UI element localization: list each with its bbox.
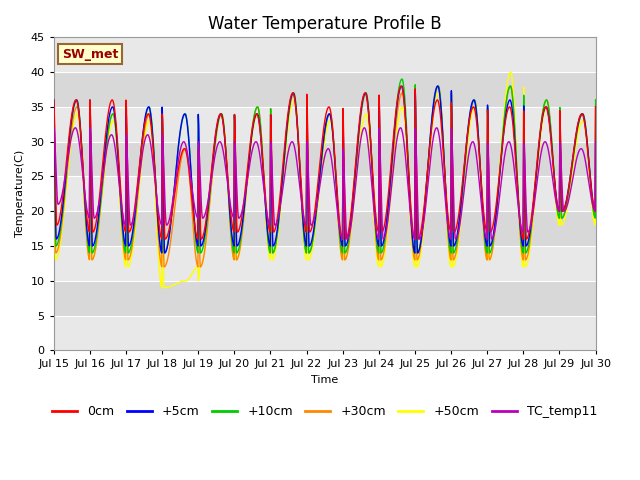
Bar xyxy=(54,281,596,316)
Bar xyxy=(54,177,596,211)
Title: Water Temperature Profile B: Water Temperature Profile B xyxy=(208,15,442,33)
Y-axis label: Temperature(C): Temperature(C) xyxy=(15,150,25,238)
Bar xyxy=(54,72,596,107)
X-axis label: Time: Time xyxy=(311,375,339,385)
Legend: 0cm, +5cm, +10cm, +30cm, +50cm, TC_temp11: 0cm, +5cm, +10cm, +30cm, +50cm, TC_temp1… xyxy=(47,400,602,423)
Bar xyxy=(54,316,596,350)
Bar xyxy=(54,142,596,177)
Bar xyxy=(54,211,596,246)
Bar xyxy=(54,37,596,72)
Text: SW_met: SW_met xyxy=(62,48,118,60)
Bar xyxy=(54,107,596,142)
Bar xyxy=(54,246,596,281)
